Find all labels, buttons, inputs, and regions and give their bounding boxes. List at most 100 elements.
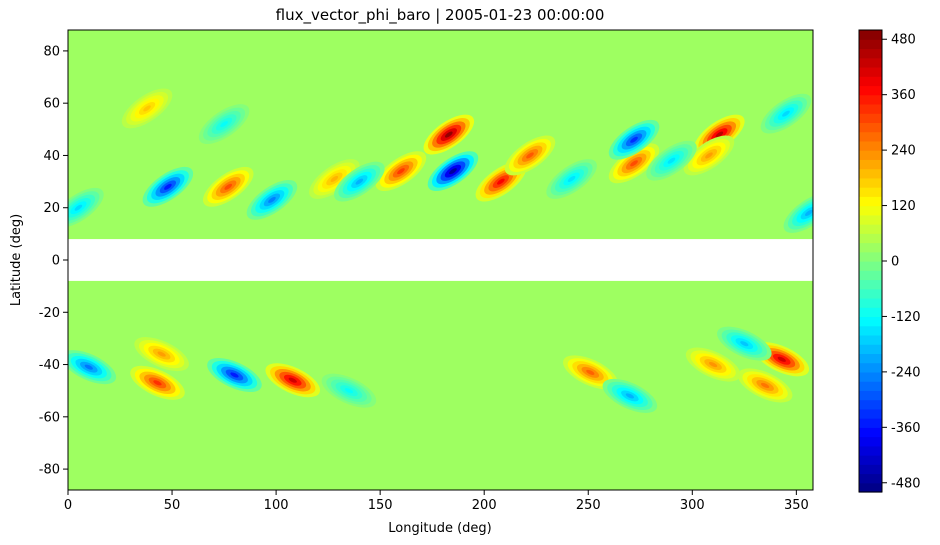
anomaly-blob <box>375 151 427 192</box>
anomaly-blob <box>207 357 262 393</box>
colorbar-step <box>859 297 882 308</box>
anomaly-ring <box>157 351 166 357</box>
colorbar-step <box>859 288 882 299</box>
colorbar-step <box>859 30 882 40</box>
anomaly-ring <box>804 209 813 216</box>
anomaly-ring <box>497 178 505 185</box>
x-tick-label: 0 <box>64 498 72 513</box>
y-tick-label: 40 <box>43 149 60 164</box>
colorbar-step <box>859 261 882 271</box>
anomaly-ring <box>143 105 151 112</box>
colorbar-step <box>859 325 882 336</box>
colorbar-step <box>859 279 882 290</box>
anomaly-ring <box>220 121 228 128</box>
anomaly-blob <box>685 347 741 382</box>
colorbar-tick-label: -240 <box>891 365 921 380</box>
colorbar-step <box>859 150 882 160</box>
y-axis-title: Latitude (deg) <box>9 214 24 306</box>
anomaly-ring <box>330 175 339 182</box>
y-tick-label: -40 <box>39 358 60 373</box>
colorbar-step <box>859 48 882 59</box>
colorbar-step <box>859 316 882 327</box>
x-tick-label: 200 <box>472 498 497 513</box>
anomaly-blob <box>423 114 475 155</box>
anomaly-blob <box>504 135 556 176</box>
colorbar-step <box>859 196 882 207</box>
colorbar-step <box>859 390 882 401</box>
masked-equator-band <box>68 239 813 281</box>
anomaly-blob <box>265 363 321 398</box>
anomaly-blob <box>68 187 104 228</box>
anomaly-blob <box>321 373 377 408</box>
x-tick-label: 50 <box>164 498 181 513</box>
anomaly-ring <box>153 380 162 386</box>
colorbar-step <box>859 464 882 475</box>
anomaly-ring <box>449 168 457 175</box>
colorbar-step <box>859 94 882 105</box>
colorbar-step <box>859 205 882 216</box>
colorbar-step <box>859 270 882 281</box>
anomaly-blob <box>717 326 772 361</box>
anomaly-blob <box>142 166 194 207</box>
anomaly-ring <box>268 196 276 203</box>
colorbar-step <box>859 381 882 391</box>
x-tick-label: 250 <box>576 498 601 513</box>
colorbar-step <box>859 39 882 50</box>
anomaly-blob <box>754 342 810 377</box>
colorbar-step <box>859 140 882 151</box>
anomaly-ring <box>230 372 239 378</box>
colorbar-tick-label: -480 <box>891 476 921 491</box>
colorbar-step <box>859 131 882 142</box>
anomaly-blob <box>68 350 117 385</box>
y-tick-label: 60 <box>43 97 60 112</box>
anomaly-ring <box>164 183 172 190</box>
colorbar-step <box>859 224 882 234</box>
anomaly-ring <box>444 131 453 138</box>
colorbar-step <box>859 399 882 410</box>
colorbar-step <box>859 66 882 77</box>
colorbar-step <box>859 362 882 373</box>
x-axis: 0 50 100 150 200 250 300 350 <box>64 490 809 513</box>
anomaly-ring <box>355 178 364 185</box>
colorbar-step <box>859 187 882 197</box>
x-tick-label: 300 <box>680 498 705 513</box>
anomaly-blob <box>134 337 189 372</box>
colorbar-step <box>859 344 882 354</box>
anomaly-blob <box>563 355 618 390</box>
y-tick-label: -60 <box>39 410 60 425</box>
anomaly-blob <box>246 179 298 220</box>
x-axis-title: Longitude (deg) <box>388 521 491 536</box>
anomaly-ring <box>740 341 749 347</box>
colorbar-step <box>859 473 882 484</box>
colorbar-step <box>859 408 882 419</box>
colorbar-step <box>859 436 882 447</box>
colorbar-step <box>859 427 882 438</box>
colorbar-step <box>859 122 882 133</box>
colorbar-step <box>859 177 882 188</box>
anomaly-ring <box>705 152 713 159</box>
x-tick-label: 150 <box>368 498 393 513</box>
colorbar-step <box>859 445 882 456</box>
colorbar-step <box>859 113 882 123</box>
anomaly-ring <box>586 369 595 375</box>
anomaly-blob <box>602 378 658 413</box>
anomaly-ring <box>667 157 676 164</box>
y-tick-label: 0 <box>52 254 60 269</box>
colorbar-step <box>859 242 882 253</box>
colorbar-step <box>859 103 882 114</box>
chart-title: flux_vector_phi_baro | 2005-01-23 00:00:… <box>276 6 605 25</box>
anomaly-blob <box>309 159 360 199</box>
anomaly-ring <box>715 131 724 138</box>
anomaly-blob <box>646 140 697 181</box>
anomaly-blob <box>546 159 597 199</box>
colorbar-step <box>859 159 882 170</box>
anomaly-blob <box>683 135 735 176</box>
colorbar-step <box>859 307 882 318</box>
colorbar-tick-label: 360 <box>891 88 916 103</box>
anomaly-blob <box>608 143 660 184</box>
colorbar-step <box>859 455 882 465</box>
colorbar-tick-label: 120 <box>891 199 916 214</box>
anomaly-blob <box>608 119 660 160</box>
colorbar-tick-label: -120 <box>891 310 921 325</box>
